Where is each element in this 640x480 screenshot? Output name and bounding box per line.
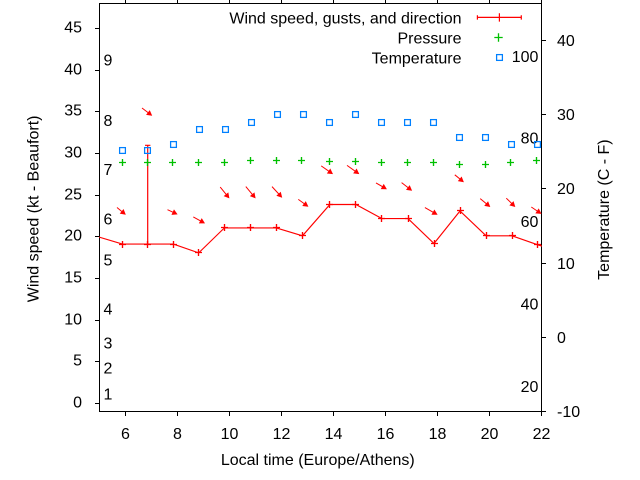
svg-text:4: 4: [104, 301, 113, 318]
svg-text:Wind speed, gusts, and directi: Wind speed, gusts, and direction: [229, 10, 461, 27]
svg-text:20: 20: [521, 379, 539, 396]
svg-text:80: 80: [521, 131, 539, 148]
svg-text:0: 0: [557, 330, 566, 347]
svg-text:100: 100: [512, 49, 539, 66]
svg-text:Temperature (C - F): Temperature (C - F): [596, 139, 613, 279]
svg-text:8: 8: [173, 426, 182, 443]
svg-text:20: 20: [64, 228, 82, 245]
svg-text:60: 60: [521, 214, 539, 231]
svg-text:Wind speed (kt - Beaufort): Wind speed (kt - Beaufort): [25, 116, 42, 303]
svg-text:20: 20: [557, 181, 575, 198]
svg-text:25: 25: [64, 187, 82, 204]
svg-text:6: 6: [104, 211, 113, 228]
svg-text:8: 8: [104, 113, 113, 130]
svg-text:14: 14: [325, 426, 343, 443]
svg-text:12: 12: [273, 426, 291, 443]
svg-text:-10: -10: [557, 404, 580, 421]
svg-text:6: 6: [121, 426, 130, 443]
svg-text:Pressure: Pressure: [397, 31, 461, 48]
svg-text:20: 20: [481, 426, 499, 443]
svg-text:40: 40: [64, 62, 82, 79]
svg-text:2: 2: [104, 361, 113, 378]
svg-text:Local time (Europe/Athens): Local time (Europe/Athens): [221, 452, 415, 469]
svg-text:15: 15: [64, 270, 82, 287]
svg-text:10: 10: [557, 256, 575, 273]
svg-text:5: 5: [104, 253, 113, 270]
svg-text:40: 40: [521, 296, 539, 313]
svg-text:0: 0: [73, 395, 82, 412]
svg-text:18: 18: [429, 426, 447, 443]
svg-text:30: 30: [557, 107, 575, 124]
svg-text:10: 10: [221, 426, 239, 443]
svg-text:45: 45: [64, 20, 82, 37]
svg-text:Temperature: Temperature: [372, 51, 462, 68]
svg-text:22: 22: [533, 426, 551, 443]
svg-text:35: 35: [64, 103, 82, 120]
svg-text:30: 30: [64, 145, 82, 162]
svg-text:7: 7: [104, 162, 113, 179]
svg-text:1: 1: [104, 386, 113, 403]
svg-text:10: 10: [64, 312, 82, 329]
svg-text:3: 3: [104, 336, 113, 353]
svg-text:9: 9: [104, 53, 113, 70]
svg-text:16: 16: [377, 426, 395, 443]
svg-text:40: 40: [557, 33, 575, 50]
svg-text:5: 5: [73, 353, 82, 370]
